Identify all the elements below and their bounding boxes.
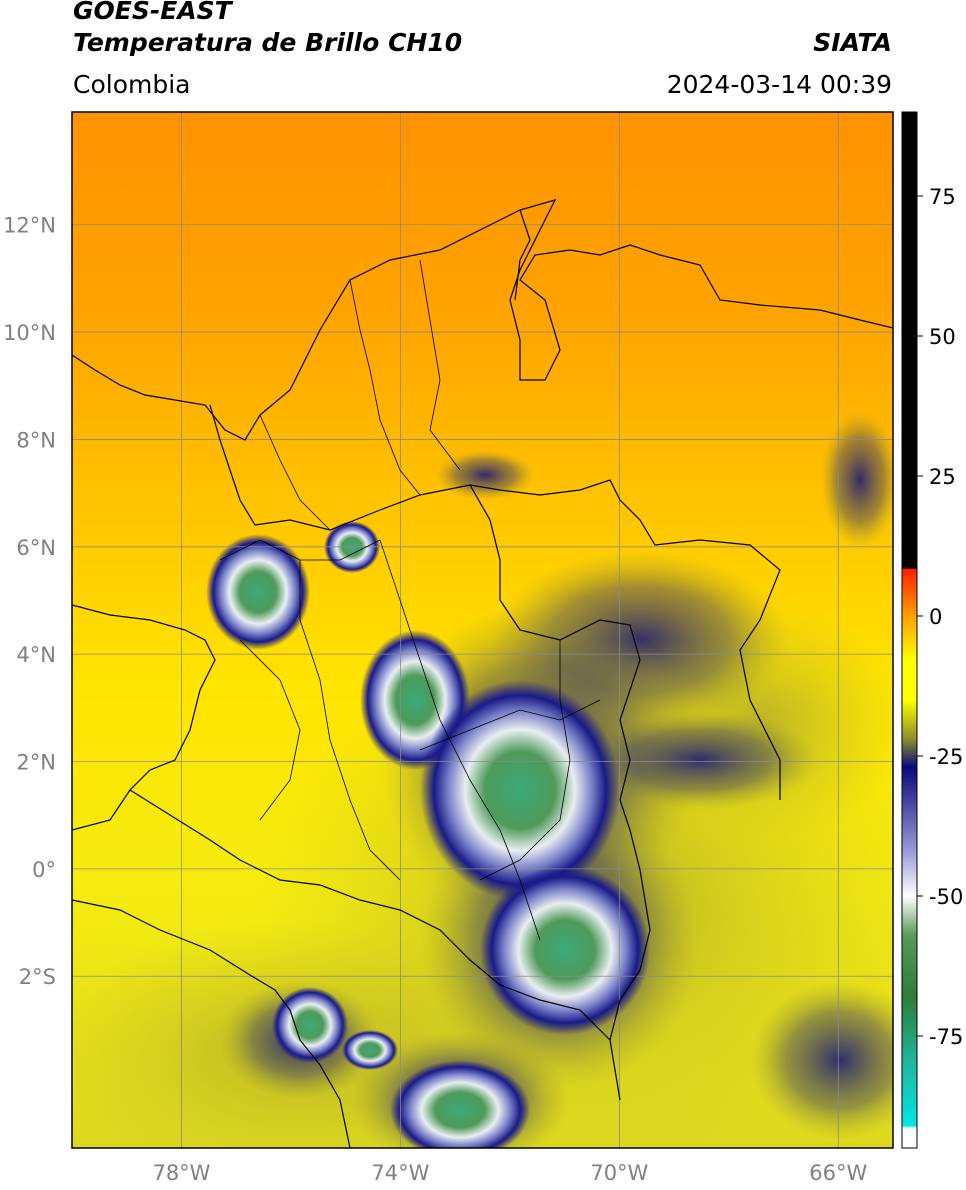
- storm-cell: [480, 865, 650, 1035]
- lat-tick-label: 10°N: [3, 321, 56, 345]
- national-border: [469, 484, 651, 1101]
- coastline: [72, 199, 893, 441]
- gridlines: [72, 112, 893, 1148]
- lat-tick-label: 8°N: [16, 428, 56, 452]
- colorbar-ticks: 75 50 25 0 -25 -50 -75: [917, 185, 963, 1049]
- national-border: [209, 404, 781, 800]
- region-label: Colombia: [73, 70, 191, 99]
- source-label: SIATA: [813, 28, 892, 57]
- storm-cell: [420, 680, 620, 900]
- lat-tick-label: 6°N: [16, 536, 56, 560]
- colorbar-tick-label: 0: [929, 605, 942, 629]
- cloud-band: [580, 710, 820, 810]
- lon-tick-label: 78°W: [152, 1161, 210, 1185]
- lat-tick-label: 2°S: [19, 965, 56, 989]
- storm-cell: [206, 534, 310, 650]
- latitude-labels: 12°N 10°N 8°N 6°N 4°N 2°N 0° 2°S: [3, 214, 56, 990]
- product-title: Temperatura de Brillo CH10: [73, 28, 463, 57]
- cloud-band: [820, 410, 893, 550]
- department-border: [219, 259, 601, 941]
- map-frame: [71, 111, 894, 1149]
- colorbar-tick-label: -75: [929, 1025, 963, 1049]
- longitude-labels: 78°W 74°W 70°W 66°W: [152, 1161, 867, 1185]
- national-border: [129, 789, 611, 1041]
- lat-tick-label: 12°N: [3, 214, 56, 238]
- satellite-title: GOES-EAST: [73, 0, 232, 25]
- storm-cell: [390, 1060, 530, 1148]
- lat-tick-label: 2°N: [16, 751, 56, 775]
- lon-tick-label: 74°W: [371, 1161, 429, 1185]
- storm-cell: [342, 1030, 398, 1070]
- lon-tick-label: 66°W: [809, 1161, 867, 1185]
- lon-tick-label: 70°W: [590, 1161, 648, 1185]
- colorbar-tick-label: -50: [929, 885, 963, 909]
- satellite-image: [72, 112, 893, 1148]
- colorbar-tick-label: -25: [929, 745, 963, 769]
- lat-tick-label: 4°N: [16, 643, 56, 667]
- coastline: [72, 899, 351, 1148]
- colorbar-frame: [901, 111, 918, 1149]
- colorbar-tick-label: 25: [929, 465, 956, 489]
- colorbar: [902, 112, 917, 1148]
- storm-cell: [272, 987, 348, 1063]
- boundaries: [72, 199, 893, 1148]
- lat-tick-label: 0°: [32, 858, 56, 882]
- colorbar-tick-label: 75: [929, 185, 956, 209]
- cloud-band: [750, 980, 893, 1140]
- colorbar-tick-label: 50: [929, 325, 956, 349]
- timestamp-label: 2024-03-14 00:39: [666, 70, 892, 99]
- national-border: [514, 209, 531, 301]
